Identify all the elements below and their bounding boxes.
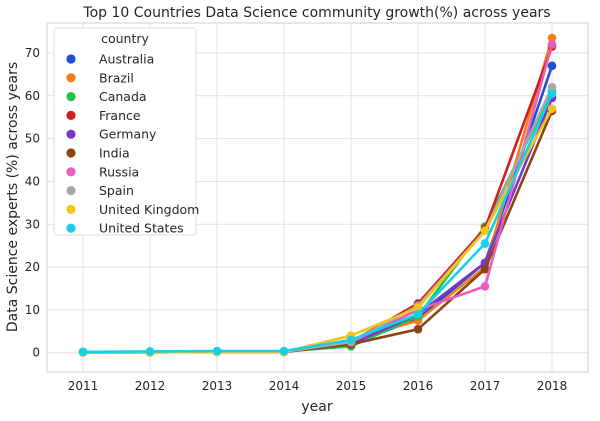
legend-items: Australia Brazil Canada France Germany India R…	[66, 52, 199, 236]
legend-entry: India	[66, 146, 130, 161]
legend-label: Germany	[99, 127, 157, 142]
legend-entry: Germany	[66, 127, 157, 142]
x-tick-label: 2018	[537, 379, 568, 393]
legend-marker	[66, 92, 76, 102]
y-tick-label: 0	[32, 346, 40, 360]
data-point	[413, 309, 423, 319]
data-point	[547, 33, 557, 43]
legend-label: France	[99, 108, 141, 123]
y-tick-label: 30	[25, 217, 40, 231]
x-tick-label: 2012	[135, 379, 166, 393]
legend-marker	[66, 129, 76, 139]
legend-label: Australia	[99, 52, 154, 67]
legend-marker	[66, 167, 76, 177]
legend-marker	[66, 204, 76, 214]
legend-label: Russia	[99, 164, 139, 179]
data-point	[480, 264, 490, 274]
legend-entry: Australia	[66, 52, 154, 67]
y-axis-label: Data Science experts (%) across years	[5, 62, 21, 332]
legend-marker	[66, 223, 76, 233]
data-point	[480, 226, 490, 235]
chart-title: Top 10 Countries Data Science community …	[82, 5, 550, 21]
x-tick-label: 2017	[470, 379, 501, 393]
legend-entry: Russia	[66, 164, 139, 179]
data-point	[78, 347, 88, 357]
data-point	[413, 324, 423, 334]
data-point	[279, 346, 289, 356]
legend-label: Brazil	[99, 70, 134, 85]
y-tick-label: 40	[25, 174, 40, 188]
legend-entry: Brazil	[66, 70, 134, 85]
legend-entry: United States	[66, 221, 184, 236]
series-line	[81, 92, 554, 354]
data-point	[480, 239, 490, 248]
legend-label: India	[99, 146, 130, 161]
legend-label: United States	[99, 221, 184, 236]
legend-entry: Spain	[66, 183, 134, 198]
data-point	[145, 347, 155, 356]
series-united-states	[78, 89, 557, 357]
legend-label: United Kingdom	[99, 202, 199, 217]
x-tick-label: 2011	[68, 379, 99, 393]
legend-entry: Canada	[66, 89, 147, 104]
data-point	[212, 346, 222, 356]
y-tick-label: 70	[25, 46, 40, 60]
data-point	[413, 303, 423, 313]
data-point	[547, 40, 557, 49]
x-tick-label: 2013	[202, 379, 233, 393]
tick-labels: 2011 2012 2013 2014 2015 2016 2017 2018 0 10 20 30 4…	[25, 46, 568, 393]
y-tick-label: 50	[25, 132, 40, 146]
x-axis-label: year	[301, 399, 332, 415]
data-point	[547, 104, 557, 113]
data-point	[346, 335, 356, 345]
data-point	[480, 282, 490, 291]
legend-marker	[66, 186, 76, 196]
y-tick-label: 20	[25, 260, 40, 274]
legend-label: Spain	[99, 183, 134, 198]
y-tick-label: 60	[25, 89, 40, 103]
series-layer	[78, 33, 557, 357]
legend-entry: France	[66, 108, 141, 123]
data-point	[547, 61, 557, 71]
legend: country Australia Brazil Canada France Germa…	[53, 27, 199, 236]
legend-box	[53, 27, 197, 236]
legend-marker	[66, 73, 76, 83]
legend-entry: United Kingdom	[66, 202, 199, 217]
data-point	[547, 82, 557, 92]
x-tick-label: 2016	[403, 379, 434, 393]
y-tick-label: 10	[25, 303, 40, 317]
x-tick-label: 2014	[269, 379, 300, 393]
legend-marker	[66, 110, 76, 120]
legend-title: country	[101, 31, 149, 46]
data-point	[547, 89, 557, 98]
legend-marker	[66, 54, 76, 64]
x-tick-label: 2015	[336, 379, 367, 393]
legend-marker	[66, 148, 76, 158]
legend-label: Canada	[99, 89, 147, 104]
